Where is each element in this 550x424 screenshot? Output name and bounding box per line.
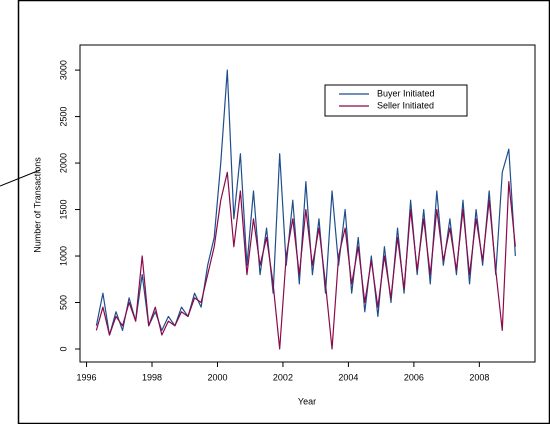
legend-label: Seller Initiated [377, 100, 434, 110]
frame [17, 0, 550, 424]
x-tick-label: 1996 [77, 372, 97, 382]
x-axis-label: Year [298, 396, 316, 406]
x-tick-label: 2006 [404, 372, 424, 382]
legend-label: Buyer Initiated [377, 88, 435, 98]
y-tick-label: 0 [58, 346, 68, 351]
x-tick-label: 1998 [142, 372, 162, 382]
y-tick-label: 1500 [58, 200, 68, 220]
frame-line [0, 169, 41, 187]
x-tick-label: 2000 [207, 372, 227, 382]
x-tick-label: 2008 [469, 372, 489, 382]
y-tick-label: 500 [58, 295, 68, 310]
plot-area [79, 44, 536, 363]
y-tick-label: 2500 [58, 107, 68, 127]
series-line [95, 171, 516, 350]
x-tick-label: 2004 [338, 372, 358, 382]
legend-box [324, 84, 468, 117]
y-tick-label: 1000 [58, 246, 68, 266]
y-axis-label: Number of Transactions [32, 157, 42, 253]
x-tick-label: 2002 [273, 372, 293, 382]
y-tick-label: 3000 [58, 60, 68, 80]
y-tick-label: 2000 [58, 153, 68, 173]
